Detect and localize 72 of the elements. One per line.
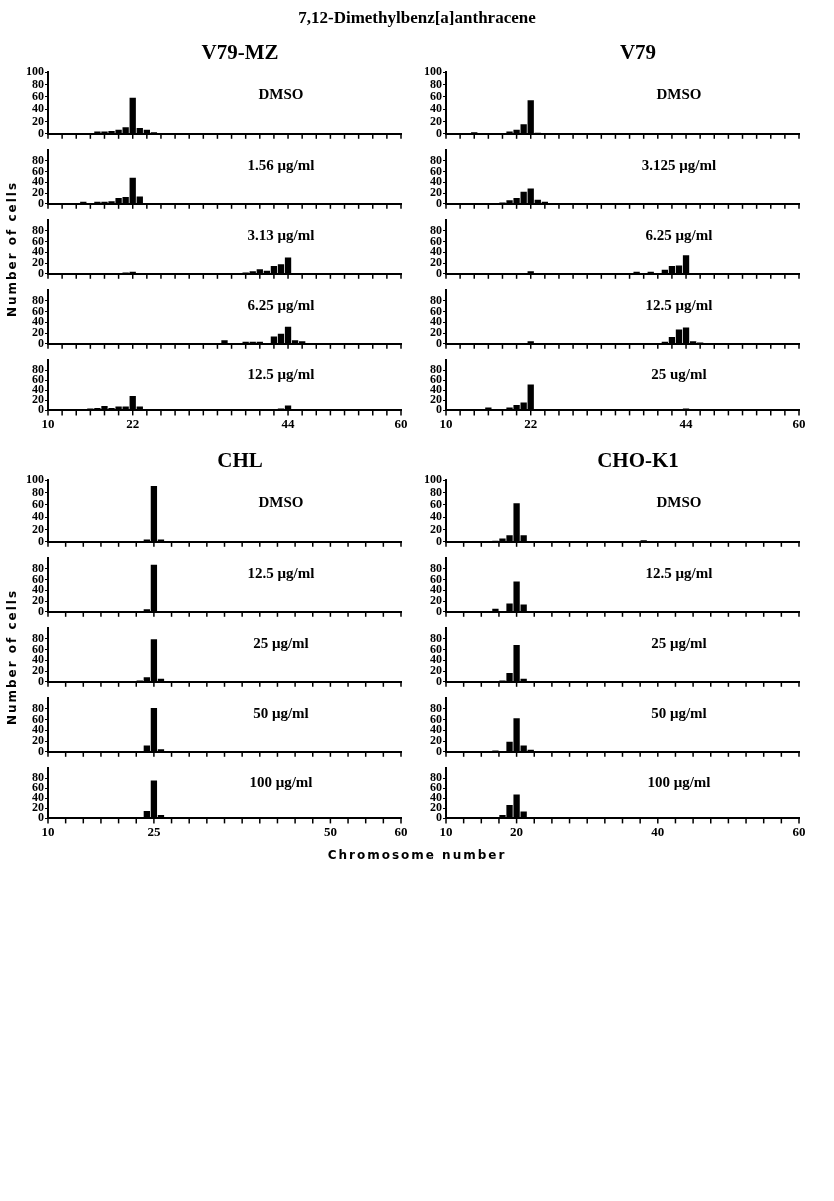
text: 3.13 μg/ml [247, 227, 315, 244]
x-tick-label: 10 [41, 415, 55, 431]
text: 50 μg/ml [253, 705, 309, 722]
y-tick-label: 80 [430, 76, 442, 91]
x-tick-label: 44 [679, 415, 694, 431]
x-tick-label: 60 [792, 823, 806, 839]
y-tick-label: 100 [424, 472, 442, 487]
y-tick-label: 40 [430, 509, 442, 524]
y-tick-label: 40 [32, 101, 44, 116]
text: 25 μg/ml [651, 635, 707, 652]
text: 1.56 μg/ml [247, 157, 315, 174]
y-tick-label: 0 [436, 125, 442, 140]
y-axis-title: Number of cells [5, 588, 19, 726]
text: 12.5 μg/ml [247, 565, 315, 582]
y-tick-label: 100 [26, 472, 44, 487]
chart-subtitle: 12.5 μg/ml [247, 366, 315, 383]
text: 12.5 μg/ml [645, 297, 713, 314]
chart-subtitle: 100 μg/ml [249, 774, 313, 791]
x-tick-label: 60 [792, 415, 806, 431]
text: 6.25 μg/ml [247, 297, 315, 314]
x-tick-label: 22 [126, 415, 140, 431]
text: DMSO [656, 494, 702, 511]
y-tick-label: 60 [430, 88, 442, 103]
x-tick-label: 10 [41, 823, 55, 839]
y-tick-label: 20 [32, 521, 44, 536]
y-tick-label: 60 [32, 496, 44, 511]
y-tick-label: 0 [436, 402, 442, 417]
y-tick-label: 80 [32, 484, 44, 499]
y-tick-label: 0 [38, 125, 44, 140]
chart-title: V79 [618, 40, 658, 64]
y-tick-label: 0 [436, 533, 442, 548]
x-axis-title: Chromosome number [326, 848, 508, 862]
text: 50 μg/ml [651, 705, 707, 722]
text: 12.5 μg/ml [645, 565, 713, 582]
y-tick-label: 20 [430, 521, 442, 536]
y-tick-label: 60 [430, 496, 442, 511]
chart-subtitle: 100 μg/ml [647, 774, 711, 791]
y-tick-label: 0 [436, 810, 442, 825]
chart-title: CHL [216, 448, 264, 472]
x-tick-label: 10 [439, 415, 453, 431]
y-tick-label: 20 [430, 113, 442, 128]
y-tick-label: 20 [32, 113, 44, 128]
x-tick-label: 44 [281, 415, 296, 431]
x-tick-label: 10 [439, 823, 453, 839]
y-tick-label: 100 [26, 64, 44, 79]
y-tick-label: 40 [430, 101, 442, 116]
x-tick-label: 25 [147, 823, 161, 839]
x-tick-label: 50 [323, 823, 337, 839]
x-tick-label: 22 [524, 415, 538, 431]
text: DMSO [258, 86, 304, 103]
text: 3.125 μg/ml [641, 157, 717, 174]
y-tick-label: 0 [38, 402, 44, 417]
y-tick-label: 80 [32, 76, 44, 91]
y-axis-title: Number of cells [5, 180, 19, 318]
y-tick-label: 100 [424, 64, 442, 79]
text: 6.25 μg/ml [645, 227, 713, 244]
text: DMSO [258, 494, 304, 511]
x-tick-label: 60 [394, 823, 408, 839]
x-tick-label: 20 [510, 823, 524, 839]
y-tick-label: 0 [38, 533, 44, 548]
y-tick-label: 80 [430, 484, 442, 499]
text: 7,12-Dimethylbenz[a]anthracene [297, 8, 537, 28]
chart-subtitle: 25 ug/ml [651, 366, 707, 383]
chart-title: CHO-K1 [596, 448, 680, 472]
x-tick-label: 40 [651, 823, 665, 839]
x-tick-label: 60 [394, 415, 408, 431]
y-tick-label: 0 [38, 810, 44, 825]
y-tick-label: 60 [32, 88, 44, 103]
y-tick-label: 40 [32, 509, 44, 524]
text: DMSO [656, 86, 702, 103]
text: 25 μg/ml [253, 635, 309, 652]
chart-title: V79-MZ [200, 40, 280, 64]
